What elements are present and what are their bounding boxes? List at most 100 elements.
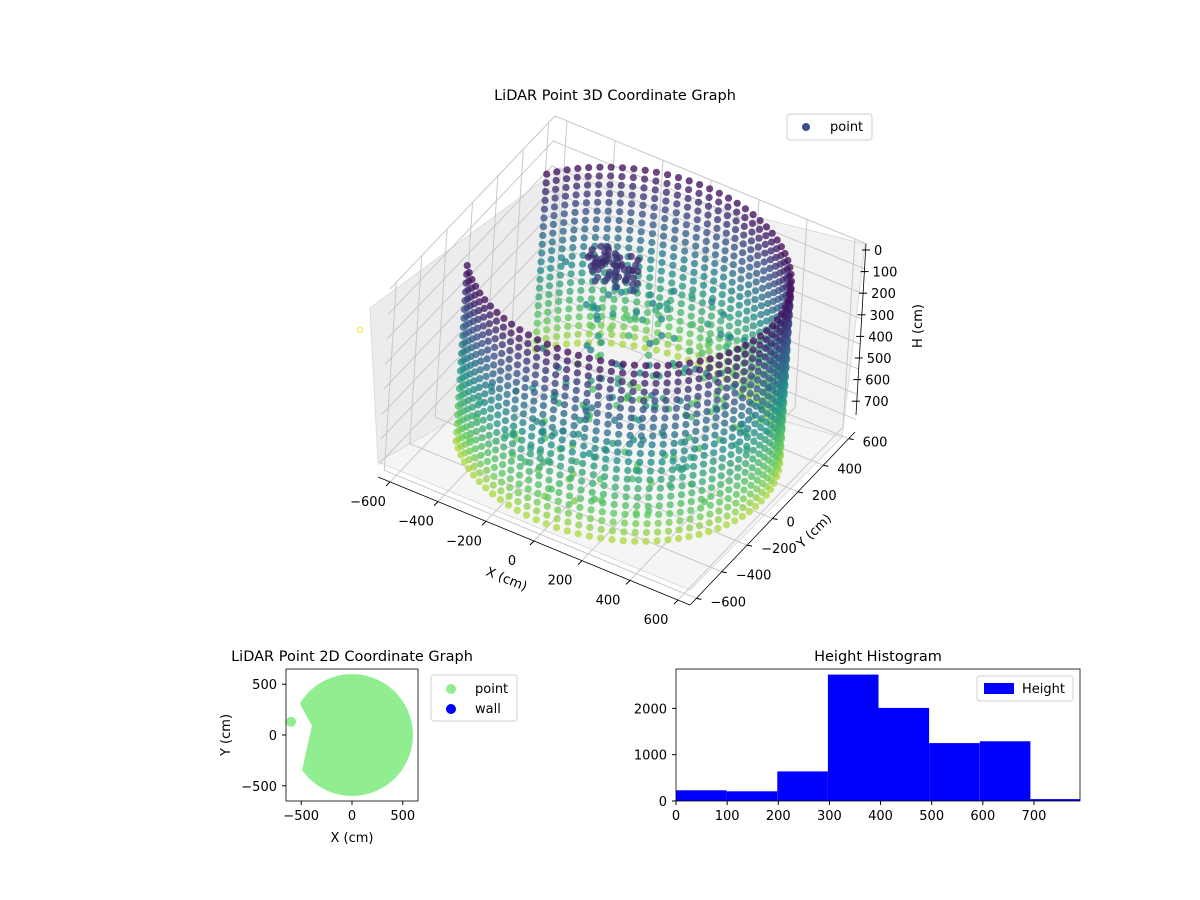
y-tick-mark-3d	[721, 571, 727, 574]
lidar-point	[722, 238, 730, 246]
lidar-point	[593, 418, 601, 426]
lidar-point	[598, 517, 606, 525]
lidar-point	[740, 376, 748, 384]
lidar-point	[546, 467, 554, 475]
lidar-point	[663, 179, 671, 188]
lidar-point	[700, 272, 708, 281]
lidar-point	[633, 493, 642, 501]
lidar-point	[588, 497, 596, 505]
lidar-point	[730, 398, 739, 406]
lidar-point	[714, 216, 722, 224]
lidar-point	[605, 198, 613, 206]
lidar-point	[465, 464, 473, 473]
lidar-point	[534, 310, 542, 319]
lidar-point	[585, 330, 593, 338]
lidar-point	[737, 275, 745, 283]
lidar-point	[537, 437, 545, 445]
y-tick-label-3d: 200	[812, 489, 837, 504]
lidar-point	[570, 226, 578, 234]
lidar-point	[535, 472, 543, 480]
lidar-point	[698, 486, 706, 495]
lidar-point	[723, 512, 731, 520]
lidar-point	[523, 357, 531, 365]
lidar-point	[723, 521, 731, 529]
lidar-point	[637, 432, 646, 440]
lidar-point	[479, 416, 487, 424]
lidar-point	[671, 235, 679, 243]
lidar-point	[477, 451, 485, 459]
lidar-point	[739, 240, 747, 248]
lidar-point	[599, 286, 607, 294]
lidar-point	[539, 410, 547, 418]
lidar-point	[533, 353, 541, 361]
lidar-point	[743, 298, 752, 306]
lidar-point	[563, 175, 571, 183]
x-tick-mark-3d	[577, 560, 583, 566]
lidar-point	[653, 371, 661, 379]
lidar-point	[562, 383, 570, 391]
lidar-point	[554, 315, 562, 323]
lidar-point	[634, 267, 642, 276]
lidar-point	[517, 454, 525, 462]
lidar-point	[748, 228, 756, 236]
lidar-point	[709, 286, 717, 294]
grid-line-y	[409, 255, 722, 573]
lidar-point	[597, 534, 605, 542]
lidar-point	[475, 307, 483, 315]
lidar-point	[632, 520, 640, 528]
lidar-point	[745, 272, 753, 280]
y-ticks-2d: 500 0 −500	[241, 678, 286, 795]
lidar-point	[704, 202, 713, 210]
lidar-point	[492, 437, 500, 445]
lidar-point	[511, 405, 519, 413]
lidar-point	[595, 181, 603, 189]
lidar-point	[580, 442, 588, 450]
lidar-point	[673, 200, 681, 208]
lidar-point	[773, 236, 781, 244]
grid-line-y	[434, 229, 748, 546]
lidar-point	[476, 460, 485, 468]
lidar-point	[597, 242, 605, 250]
lidar-point	[553, 524, 561, 532]
lidar-point	[466, 438, 474, 446]
lidar-point	[503, 390, 511, 398]
lidar-point	[683, 403, 691, 411]
lidar-point	[572, 191, 580, 199]
lidar-point	[709, 466, 717, 474]
lidar-point	[656, 285, 664, 293]
lidar-point	[506, 338, 515, 346]
lidar-point	[534, 481, 543, 489]
lidar-point	[540, 214, 548, 222]
lidar-point	[650, 414, 658, 422]
lidar-point	[561, 192, 570, 200]
lidar-point	[580, 234, 588, 242]
lidar-point	[548, 432, 556, 440]
lidar-point	[582, 407, 590, 415]
lidar-point	[688, 291, 696, 299]
lidar-point	[748, 464, 756, 472]
chart-2d-title: LiDAR Point 2D Coordinate Graph	[231, 649, 473, 665]
lidar-point	[536, 275, 544, 283]
lidar-point	[530, 388, 539, 396]
lidar-point	[636, 458, 644, 466]
lidar-point	[749, 322, 758, 330]
lidar-point	[519, 410, 528, 418]
lidar-point	[751, 420, 759, 428]
lidar-point	[607, 163, 615, 171]
lidar-point	[604, 291, 613, 299]
lidar-point	[551, 379, 559, 388]
lidar-point	[479, 322, 487, 330]
lidar-point	[480, 407, 488, 415]
lidar-point	[760, 453, 768, 461]
lidar-point	[638, 210, 647, 218]
lidar-point	[711, 431, 719, 439]
lidar-point	[506, 346, 514, 355]
lidar-point	[509, 431, 517, 439]
lidar-point	[738, 512, 746, 521]
lidar-point	[522, 366, 530, 374]
lidar-point	[614, 448, 622, 456]
histogram-x-tick-label: 500	[919, 809, 944, 824]
lidar-point	[538, 249, 546, 257]
lidar-point	[469, 394, 477, 402]
lidar-point	[669, 261, 677, 269]
